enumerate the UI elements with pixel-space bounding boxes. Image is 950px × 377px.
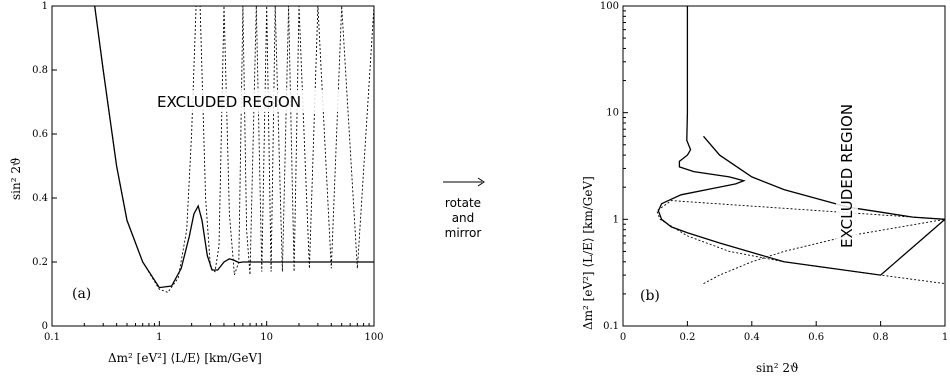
panel-b-xtick-label: 0.4 <box>744 332 760 343</box>
panel-a-annotation-bg <box>152 90 342 112</box>
panel-b-xtick-label: 0.8 <box>873 332 889 343</box>
arrow-label-line-2: and <box>452 211 475 225</box>
panel-b-ylabel: Δm² [eV²] ⟨L/E⟩ [km/GeV] <box>581 176 595 330</box>
panel-a-xtick-label: 0.1 <box>44 332 60 343</box>
panel-b-frame <box>622 5 946 327</box>
panel-b-curves <box>656 6 945 285</box>
panel-a-ylabel: sin² 2ϑ <box>9 157 23 200</box>
panel-a-curves <box>94 6 374 293</box>
panel-b-ytick-label: 1 <box>613 214 619 225</box>
rotate-arrow: rotate and mirror <box>443 177 485 240</box>
panel-b-ytick-label: 0.1 <box>603 321 619 332</box>
panel-a-ytick-label: 0 <box>42 321 48 332</box>
arrow-label-line-1: rotate <box>445 196 481 210</box>
panel-a-ytick-label: 1 <box>42 1 48 12</box>
panel-a-ytick-label: 0.6 <box>32 129 48 140</box>
panel-a-annotation: EXCLUDED REGION <box>157 93 301 111</box>
panel-a-frame <box>51 5 375 327</box>
panel-b-xtick-label: 1 <box>942 332 948 343</box>
arrow-label-line-3: mirror <box>445 226 482 240</box>
panel-b-annotation: EXCLUDED REGION <box>838 104 856 248</box>
panel-a-series-dotted <box>94 6 374 293</box>
panel-b-ytick-label: 100 <box>600 1 619 12</box>
panel-b-xtick-label: 0.6 <box>808 332 824 343</box>
panel-a-ytick-label: 0.2 <box>32 257 48 268</box>
panel-b-xtick-label: 0.2 <box>679 332 695 343</box>
panel-a-ytick-label: 0.8 <box>32 65 48 76</box>
panel-a-xtick-label: 1 <box>156 332 162 343</box>
panel-b-xtick-label: 0 <box>620 332 626 343</box>
panel-b-series-dotted <box>656 200 945 285</box>
panel-a-xtick-label: 10 <box>260 332 273 343</box>
panel-a-label: (a) <box>72 286 91 302</box>
panel-a-ticks: 0.1 1 10 100 0 0.2 0.4 0.6 0.8 1 <box>32 1 383 343</box>
panel-b-xlabel: sin² 2ϑ <box>756 361 799 375</box>
panel-b-ytick-label: 10 <box>606 108 619 119</box>
panel-a-ytick-label: 0.4 <box>32 193 48 204</box>
panel-a-series-solid <box>94 6 374 289</box>
panel-b-ticks: 0 0.2 0.4 0.6 0.8 1 0.1 1 10 100 <box>600 1 948 343</box>
panel-b-label: (b) <box>640 288 660 304</box>
panel-a-xtick-label: 100 <box>364 332 383 343</box>
panel-b-series-solid <box>657 6 945 276</box>
panel-a-xlabel: Δm² [eV²] ⟨L/E⟩ [km/GeV] <box>108 351 262 365</box>
panel-b-annotation-bg <box>836 50 858 250</box>
